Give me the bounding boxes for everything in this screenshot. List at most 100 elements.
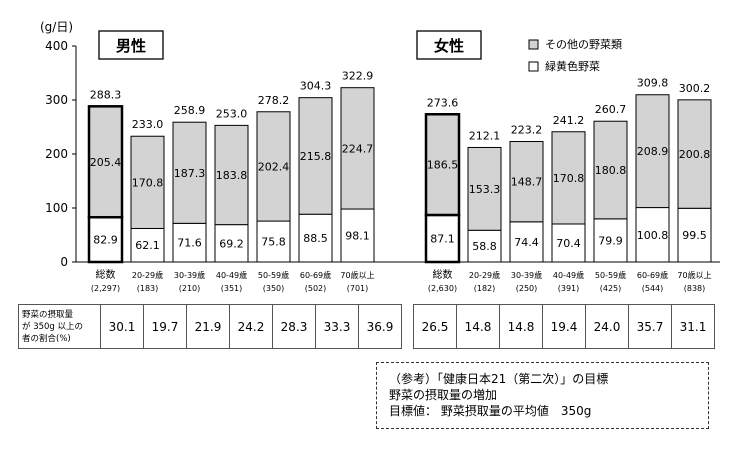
ratio-cell-female: 14.8: [499, 304, 543, 349]
data-label-total-female: 241.2: [553, 114, 585, 127]
data-label-green-yellow-male: 71.6: [177, 237, 202, 250]
vegetable-intake-chart: (g/日) 0 100 200 300 400 男性 82.9 205.4 288.3 総数 (2…: [40, 20, 720, 293]
category-count-male: (350): [263, 284, 285, 293]
panel-label-box-male: [98, 30, 164, 60]
bar-segment-other-male: [214, 124, 249, 226]
ratio-row-label-line: が 350g 以上の: [22, 321, 84, 332]
data-label-total-male: 253.0: [216, 107, 248, 120]
panel-label-male: 男性: [116, 37, 146, 55]
data-label-other-female: 170.8: [553, 172, 585, 185]
data-label-total-male: 304.3: [300, 80, 332, 93]
y-tick-label: 100: [45, 201, 68, 215]
category-label-male: 総数: [96, 268, 116, 281]
category-count-female: (182): [474, 284, 496, 293]
data-label-other-male: 183.8: [216, 169, 248, 182]
data-label-other-female: 148.7: [511, 176, 543, 189]
data-label-other-male: 224.7: [342, 142, 374, 155]
ratio-row-label-line: 野菜の摂取量: [22, 309, 74, 320]
ratio-cell-male: 28.3: [272, 304, 316, 349]
category-label-male: 40-49歳: [216, 270, 247, 280]
data-label-total-male: 233.0: [132, 118, 164, 131]
bar-segment-other-male: [256, 111, 291, 222]
ratio-cell-female: 35.7: [628, 304, 672, 349]
bar-segment-green-yellow-male: [214, 224, 249, 263]
bar-segment-green-yellow-male: [87, 215, 124, 264]
data-label-other-female: 180.8: [595, 164, 627, 177]
data-label-total-male: 278.2: [258, 94, 290, 107]
category-count-female: (425): [600, 284, 622, 293]
bar-segment-other-male: [340, 87, 375, 210]
ratio-cell-male: 33.3: [315, 304, 359, 349]
ratio-row-label-line: 者の割合(%): [22, 333, 71, 344]
data-label-green-yellow-male: 69.2: [219, 237, 244, 250]
bar-segment-other-female: [467, 146, 502, 231]
category-count-female: (250): [516, 284, 538, 293]
bar-segment-green-yellow-female: [635, 207, 670, 263]
data-label-total-female: 223.2: [511, 123, 543, 136]
data-label-total-male: 288.3: [90, 88, 122, 101]
data-label-other-male: 215.8: [300, 150, 332, 163]
category-label-male: 20-29歳: [132, 270, 163, 280]
data-label-other-male: 205.4: [90, 156, 122, 169]
bar-segment-other-female: [593, 120, 628, 220]
data-label-total-female: 260.7: [595, 103, 627, 116]
category-label-male: 70歳以上: [340, 270, 374, 280]
data-label-green-yellow-female: 79.9: [598, 234, 623, 247]
category-count-female: (544): [642, 284, 664, 293]
data-label-green-yellow-female: 70.4: [556, 237, 581, 250]
bar-segment-other-male: [87, 105, 124, 219]
bar-segment-other-male: [130, 135, 165, 229]
category-count-female: (391): [558, 284, 580, 293]
data-label-green-yellow-male: 75.8: [261, 236, 286, 249]
bar-segment-green-yellow-female: [593, 218, 628, 263]
bar-segment-other-female: [635, 94, 670, 209]
data-label-green-yellow-female: 74.4: [514, 236, 539, 249]
category-label-male: 30-39歳: [174, 270, 205, 280]
category-count-male: (183): [137, 284, 159, 293]
panel-female: 女性 87.1 186.5 273.6 総数 (2,630) 58.8 153.3 212.1 2…: [416, 30, 712, 293]
data-label-green-yellow-female: 87.1: [430, 232, 455, 245]
bar-segment-other-female: [551, 131, 586, 225]
y-tick-label: 0: [60, 255, 68, 269]
data-label-total-male: 322.9: [342, 70, 374, 83]
data-label-green-yellow-female: 100.8: [637, 229, 669, 242]
legend-label-green-yellow-vegetables: 緑黄色野菜: [545, 59, 600, 73]
bar-segment-green-yellow-male: [298, 213, 333, 263]
category-count-male: (210): [179, 284, 201, 293]
bar-segment-green-yellow-male: [130, 227, 165, 263]
category-count-female: (838): [684, 284, 706, 293]
category-label-female: 50-59歳: [595, 270, 626, 280]
data-label-green-yellow-male: 62.1: [135, 239, 160, 252]
bar-segment-green-yellow-female: [677, 207, 712, 263]
bar-segment-other-female: [509, 141, 544, 223]
data-label-other-female: 208.9: [637, 145, 669, 158]
y-tick-label: 400: [45, 39, 68, 53]
category-label-male: 60-69歳: [300, 270, 331, 280]
data-label-other-female: 153.3: [469, 183, 501, 196]
y-tick-label: 300: [45, 93, 68, 107]
ratio-cell-female: 26.5: [413, 304, 457, 349]
data-label-total-male: 258.9: [174, 104, 206, 117]
ratio-cell-female: 19.4: [542, 304, 586, 349]
ratio-row-label: 野菜の摂取量 が 350g 以上の 者の割合(%): [18, 304, 101, 349]
bar-segment-green-yellow-male: [340, 208, 375, 263]
panel-label-box-female: [416, 30, 482, 60]
data-label-other-female: 186.5: [427, 159, 459, 172]
data-label-total-female: 273.6: [427, 96, 459, 109]
legend-label-other-vegetables: その他の野菜類: [545, 38, 622, 51]
reference-note-line: （参考）「健康日本21（第二次）」の目標: [389, 372, 609, 386]
bar-segment-other-male: [172, 121, 207, 224]
ratio-table-female: 26.5 14.8 14.8 19.4 24.0 35.7 31.1: [413, 304, 715, 349]
data-label-other-male: 187.3: [174, 167, 206, 180]
data-label-other-male: 170.8: [132, 176, 164, 189]
ratio-cell-female: 24.0: [585, 304, 629, 349]
legend-swatch-green-yellow-vegetables: [528, 61, 539, 72]
category-count-male: (2,297): [91, 284, 120, 293]
ratio-cell-male: 30.1: [100, 304, 144, 349]
category-label-female: 70歳以上: [677, 270, 711, 280]
category-count-male: (502): [305, 284, 327, 293]
data-label-green-yellow-female: 58.8: [472, 240, 497, 253]
reference-note-line: 野菜の摂取量の増加: [389, 388, 498, 402]
category-label-female: 20-29歳: [469, 270, 500, 280]
bar-segment-green-yellow-female: [551, 223, 586, 263]
